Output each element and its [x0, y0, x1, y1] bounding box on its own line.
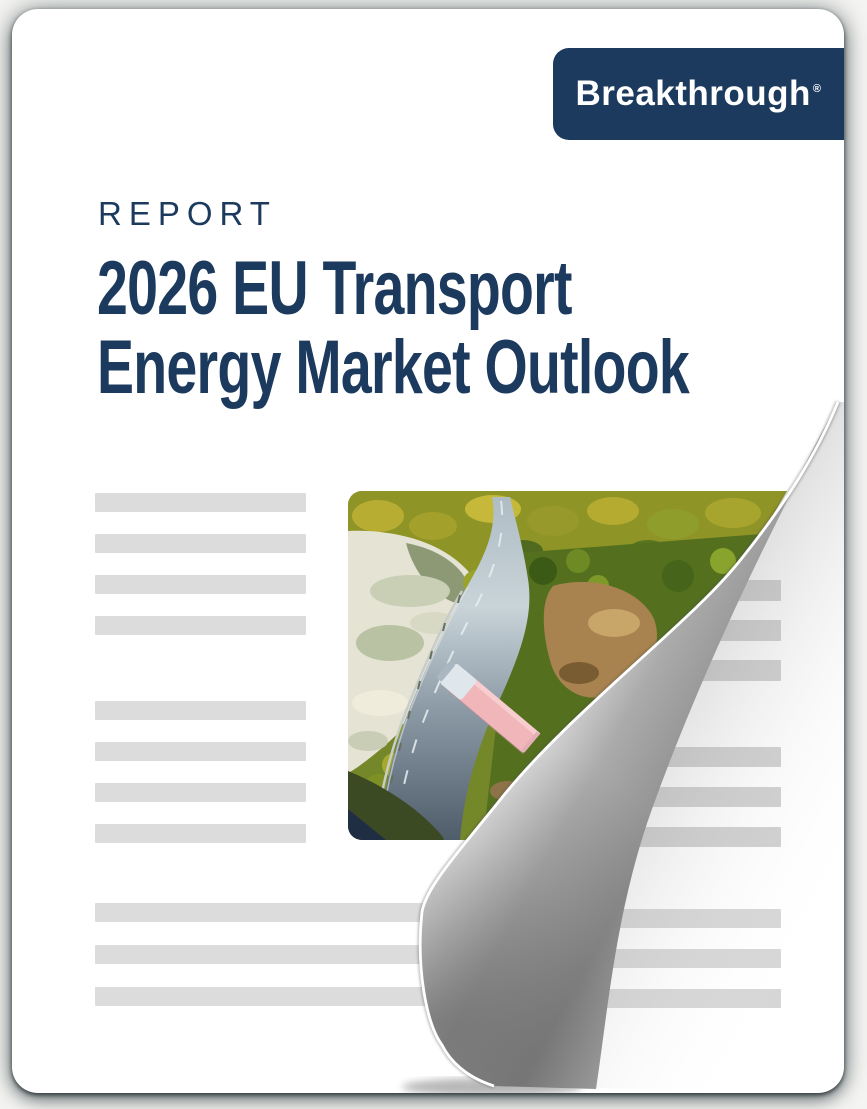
placeholder-bar: [95, 493, 306, 512]
placeholder-bar: [95, 534, 306, 553]
report-title: 2026 EU Transport Energy Market Outlook: [97, 249, 844, 407]
brand-logo-text: Breakthrough ®: [575, 74, 822, 113]
back-right-paragraph-2: [540, 747, 781, 847]
placeholder-bar: [540, 787, 781, 807]
placeholder-bar: [95, 987, 445, 1006]
placeholder-bar: [95, 824, 306, 843]
placeholder-bar: [95, 575, 306, 594]
back-bottom-paragraph: [470, 909, 781, 1008]
front-bottom-paragraph: [95, 903, 445, 1006]
front-left-paragraph-1: [95, 493, 306, 635]
placeholder-bar: [540, 827, 781, 847]
report-eyebrow-label: REPORT: [98, 195, 277, 232]
front-left-paragraph-2: [95, 701, 306, 843]
report-title-line-2: Energy Market Outlook: [97, 325, 690, 410]
report-cover-page: Breakthrough ® REPORT 2026 EU Transport E…: [12, 9, 844, 1093]
placeholder-bar: [95, 783, 306, 802]
report-title-line-1: 2026 EU Transport: [97, 246, 573, 331]
registered-trademark-icon: ®: [812, 83, 822, 96]
placeholder-bar: [470, 909, 781, 928]
placeholder-bar: [470, 989, 781, 1008]
placeholder-bar: [95, 742, 306, 761]
placeholder-bar: [470, 949, 781, 968]
placeholder-bar: [540, 747, 781, 767]
placeholder-bar: [95, 701, 306, 720]
placeholder-bar: [95, 945, 445, 964]
brand-logo-badge: Breakthrough ®: [553, 48, 844, 140]
placeholder-bar: [95, 903, 445, 922]
placeholder-bar: [95, 616, 306, 635]
